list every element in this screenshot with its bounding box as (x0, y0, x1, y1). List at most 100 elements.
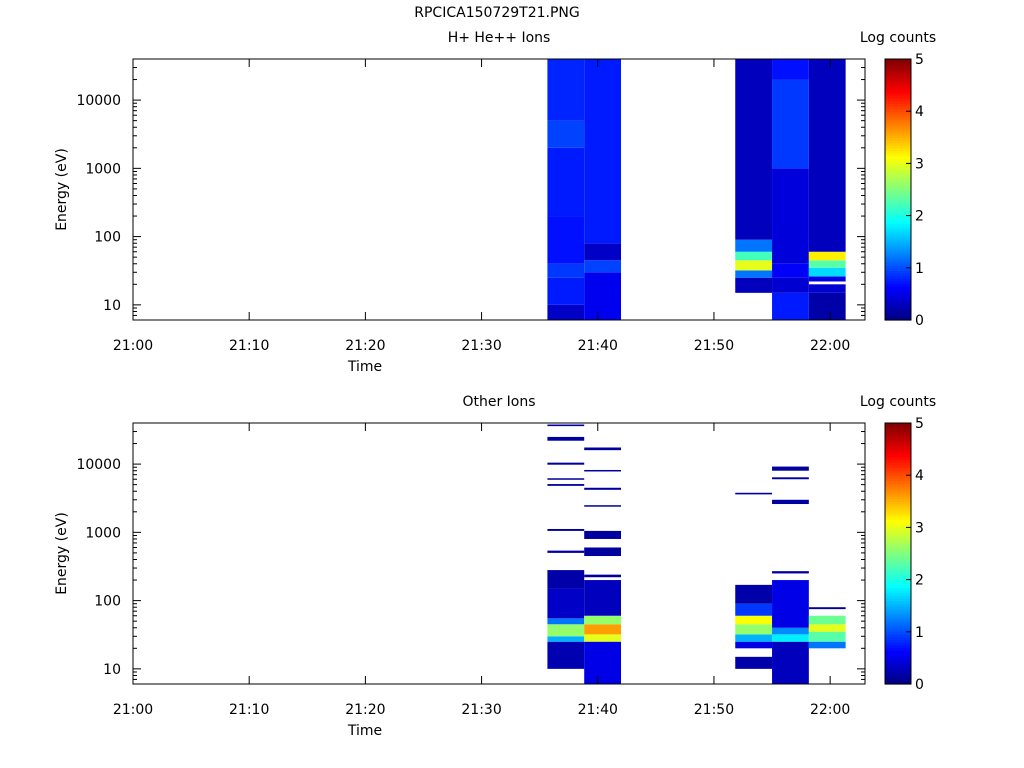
y-tick-label: 10 (103, 298, 121, 314)
x-tick-label: 21:00 (113, 338, 153, 354)
colorbar-segment (885, 670, 911, 675)
colorbar-segment (885, 61, 911, 65)
colorbar-segment (885, 569, 911, 573)
data-cell (808, 631, 846, 642)
colorbar-segment (885, 660, 911, 664)
colorbar-segment (885, 189, 911, 193)
colorbar-segment (885, 553, 911, 557)
colorbar-segment (885, 87, 911, 91)
colorbar-segment (885, 100, 911, 104)
y-tick-label: 10 (103, 662, 121, 678)
colorbar-segment (885, 116, 911, 120)
colorbar-segment (885, 147, 911, 151)
data-cell (772, 477, 809, 480)
x-tick-label: 21:40 (578, 338, 618, 354)
data-cell (808, 251, 846, 261)
colorbar-segment (885, 576, 911, 581)
colorbar-segment (885, 480, 911, 484)
colorbar-segment (885, 462, 911, 466)
colorbar-segment (885, 317, 911, 321)
data-cell (547, 636, 585, 642)
x-tick-label: 21:30 (461, 338, 501, 354)
colorbar-segment (885, 181, 911, 185)
colorbar-segment (885, 608, 911, 612)
plot-frame (132, 422, 866, 685)
colorbar-segment (885, 493, 911, 497)
colorbar-segment (885, 98, 911, 102)
data-cell (547, 528, 585, 531)
colorbar-tick-label: 1 (915, 625, 924, 641)
colorbar-segment (885, 477, 911, 482)
data-cell (584, 641, 621, 684)
colorbar-segment (885, 158, 911, 162)
colorbar-segment (885, 254, 911, 258)
colorbar-segment (885, 451, 911, 455)
y-axis-label: Energy (eV) (54, 512, 70, 595)
colorbar-segment (885, 126, 911, 131)
data-cell (772, 466, 809, 471)
colorbar-segment (885, 293, 911, 298)
colorbar-segment (885, 283, 911, 287)
data-cell (735, 260, 773, 271)
colorbar-segment (885, 176, 911, 180)
data-cell (547, 216, 585, 264)
colorbar-segment (885, 603, 911, 607)
x-tick-label: 21:50 (694, 702, 734, 718)
colorbar-segment (885, 314, 911, 318)
colorbar-segment (885, 145, 911, 149)
data-cell (584, 615, 621, 625)
colorbar-tick-label: 1 (915, 261, 924, 277)
colorbar-segment (885, 428, 911, 432)
colorbar-segment (885, 267, 911, 272)
data-cell (584, 580, 621, 616)
colorbar-tick-label: 4 (915, 468, 924, 484)
colorbar-segment (885, 223, 911, 227)
colorbar-segment (885, 459, 911, 463)
colorbar-segment (885, 623, 911, 628)
x-tick-label: 21:20 (345, 702, 385, 718)
data-cell (547, 624, 585, 637)
data-cell (772, 580, 809, 628)
y-tick-label: 1000 (85, 161, 121, 177)
data-cell (547, 484, 585, 486)
colorbar-segment (885, 226, 911, 230)
data-cell (808, 292, 846, 320)
colorbar-segment (885, 171, 911, 175)
colorbar-segment (885, 449, 911, 453)
data-cell (547, 147, 585, 217)
colorbar-segment (885, 152, 911, 157)
colorbar-segment (885, 506, 911, 510)
data-cell (584, 469, 621, 472)
colorbar-segment (885, 556, 911, 560)
colorbar-segment (885, 613, 911, 617)
data-cell (735, 59, 773, 240)
colorbar-segment (885, 241, 911, 245)
colorbar-segment (885, 488, 911, 492)
x-tick-label: 22:00 (810, 702, 850, 718)
colorbar-segment (885, 522, 911, 526)
colorbar-segment (885, 616, 911, 620)
colorbar-segment (885, 561, 911, 565)
data-cell (547, 59, 585, 121)
colorbar-segment (885, 472, 911, 476)
colorbar-segment (885, 566, 911, 570)
data-cell (547, 263, 585, 278)
colorbar-segment (885, 95, 911, 99)
colorbar-segment (885, 571, 911, 575)
colorbar-segment (885, 296, 911, 300)
colorbar-segment (885, 597, 911, 602)
colorbar-tick-label: 4 (915, 104, 924, 120)
colorbar-segment (885, 527, 911, 531)
colorbar-segment (885, 299, 911, 303)
colorbar-segment (885, 467, 911, 471)
colorbar-segment (885, 584, 911, 589)
data-cell (808, 615, 846, 625)
data-cell (584, 624, 621, 635)
colorbar-segment (885, 663, 911, 667)
colorbar-segment (885, 436, 911, 440)
colorbar-segment (885, 192, 911, 196)
data-cell (584, 59, 621, 244)
colorbar-segment (885, 291, 911, 295)
colorbar-segment (885, 66, 911, 71)
colorbar-segment (885, 532, 911, 536)
